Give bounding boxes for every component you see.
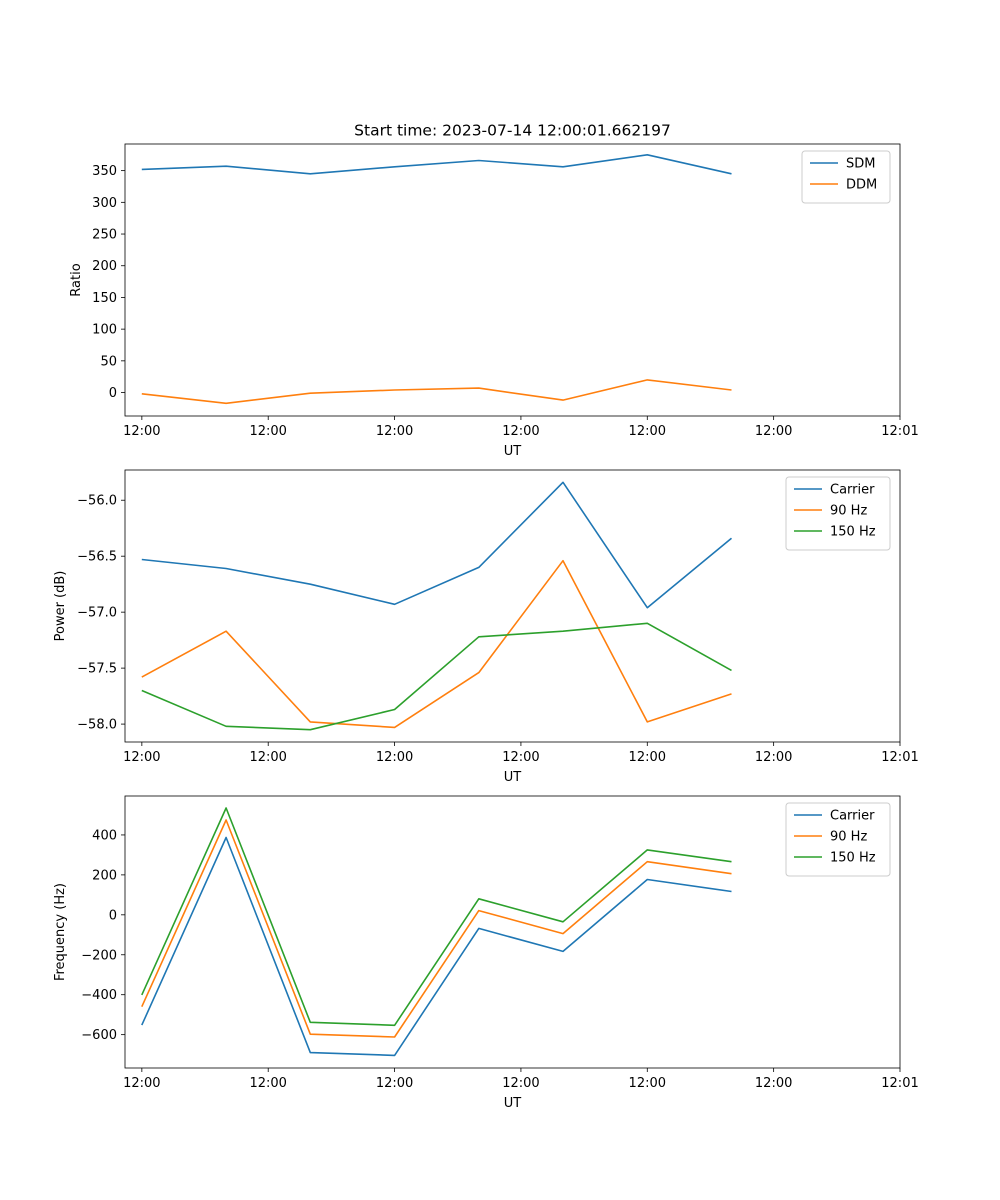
x-tick-label: 12:00 <box>249 750 286 765</box>
x-tick-label: 12:00 <box>502 750 539 765</box>
y-tick-label: 100 <box>92 323 117 338</box>
x-tick-label: 12:00 <box>123 750 160 765</box>
y-tick-label: 300 <box>92 196 117 211</box>
legend: Carrier 90 Hz 150 Hz <box>785 476 891 551</box>
x-tick-label: 12:00 <box>376 750 413 765</box>
x-tick-label: 12:01 <box>881 750 918 765</box>
series-line-90-hz <box>141 819 732 1038</box>
plots: 12:00 12:00 12:00 12:00 12:00 12:00 12:01 0 50 10… <box>53 143 919 1111</box>
y-tick-label: −56.0 <box>77 494 117 509</box>
x-axis-label: UT <box>504 444 522 459</box>
y-tick-label: −57.5 <box>77 662 117 677</box>
legend-label: 90 Hz <box>830 504 867 519</box>
axes-frame <box>124 469 901 743</box>
y-tick-label: 200 <box>92 259 117 274</box>
x-tick-label: 12:00 <box>629 750 666 765</box>
x-tick-label: 12:00 <box>249 1076 286 1091</box>
y-tick-label: 200 <box>92 868 117 883</box>
x-tick-label: 12:00 <box>502 1076 539 1091</box>
x-tick-label: 12:00 <box>376 1076 413 1091</box>
x-tick-label: 12:00 <box>755 424 792 439</box>
x-tick-label: 12:00 <box>123 1076 160 1091</box>
legend: SDM DDM <box>801 150 891 204</box>
series-line-90-hz <box>141 559 732 729</box>
x-tick-label: 12:00 <box>376 424 413 439</box>
y-axis-label: Frequency (Hz) <box>53 883 68 981</box>
x-axis-label: UT <box>504 770 522 785</box>
chart-panel-3: 12:00 12:00 12:00 12:00 12:00 12:00 12:01 400 20… <box>53 795 919 1111</box>
x-tick-label: 12:00 <box>629 424 666 439</box>
legend-box <box>801 150 891 204</box>
x-tick-label: 12:00 <box>755 750 792 765</box>
x-tick-label: 12:00 <box>502 424 539 439</box>
series-line-150-hz <box>141 807 732 1027</box>
x-tick-label: 12:01 <box>881 424 918 439</box>
legend-label: 150 Hz <box>830 851 876 866</box>
series-line-carrier <box>141 836 732 1057</box>
y-tick-label: 150 <box>92 291 117 306</box>
x-tick-label: 12:00 <box>123 424 160 439</box>
series-line-ddm <box>141 379 732 405</box>
y-tick-label: −57.0 <box>77 606 117 621</box>
chart-panel-2: 12:00 12:00 12:00 12:00 12:00 12:00 12:01 −56.0… <box>53 469 919 785</box>
chart-panel-1: 12:00 12:00 12:00 12:00 12:00 12:00 12:01 0 50 10… <box>69 143 919 459</box>
legend-label: 150 Hz <box>830 525 876 540</box>
legend-label: 90 Hz <box>830 830 867 845</box>
series-line-carrier <box>141 481 733 609</box>
y-tick-label: 0 <box>109 386 117 401</box>
legend: Carrier 90 Hz 150 Hz <box>785 802 891 877</box>
legend-label: Carrier <box>830 483 875 498</box>
x-axis-label: UT <box>504 1096 522 1111</box>
y-tick-label: −56.5 <box>77 550 117 565</box>
legend-label: Carrier <box>830 809 875 824</box>
series-line-150-hz <box>141 622 732 731</box>
figure-title: Start time: 2023-07-14 12:00:01.662197 <box>354 122 671 140</box>
axes-frame <box>124 143 901 417</box>
y-tick-label: 50 <box>100 354 117 369</box>
x-tick-label: 12:01 <box>881 1076 918 1091</box>
series-line-sdm <box>141 154 732 175</box>
y-tick-label: 350 <box>92 164 117 179</box>
y-tick-label: −58.0 <box>77 718 117 733</box>
legend-label: DDM <box>846 178 877 193</box>
y-tick-label: −600 <box>81 1028 117 1043</box>
axes-frame <box>124 795 901 1069</box>
y-tick-label: −200 <box>81 948 117 963</box>
x-tick-label: 12:00 <box>629 1076 666 1091</box>
x-tick-label: 12:00 <box>249 424 286 439</box>
y-tick-label: 400 <box>92 828 117 843</box>
x-tick-label: 12:00 <box>755 1076 792 1091</box>
legend-label: SDM <box>846 157 875 172</box>
y-tick-label: 250 <box>92 228 117 243</box>
y-axis-label: Power (dB) <box>53 571 68 642</box>
y-tick-label: −400 <box>81 988 117 1003</box>
y-tick-label: 0 <box>109 908 117 923</box>
y-axis-label: Ratio <box>69 263 84 296</box>
